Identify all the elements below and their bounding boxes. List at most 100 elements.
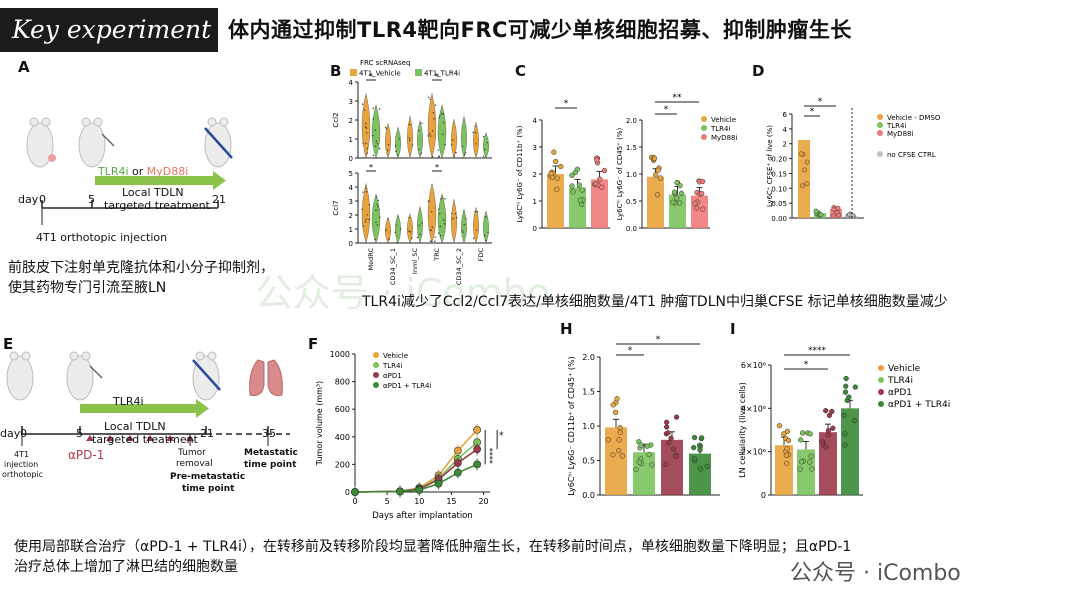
significance-label: * [369,163,373,172]
cell-dot [387,149,389,151]
series-point [434,479,443,488]
y-tick-label: 0 [349,240,353,248]
y-tick-label: 3 [349,98,353,106]
panel-e-tumor-2: removal [176,459,213,469]
cell-dot [362,225,365,227]
cell-dot [442,122,445,124]
data-point [843,383,849,389]
panel-h-chart: 0.0 0.5 1.0 1.5 2.0 Ly6Cʰⁱ Ly6G⁻ CD11b⁺ of CD… [567,335,720,500]
violin [361,183,371,244]
legend-label: Vehicle [711,116,736,124]
legend-label-vehicle: 4T1_Vehicle [359,70,401,78]
violin [395,213,401,244]
y-axis-label: Ly6C⁺ CFSE⁺ of live (%) [766,125,774,207]
legend-label: TLR4i [710,125,730,133]
data-point [671,189,678,195]
y-tick-label: 2.0 [582,353,595,362]
cell-dot [430,229,432,231]
data-point [636,459,642,465]
significance-label: * [628,346,633,356]
data-point [674,179,680,186]
cell-dot [440,198,442,200]
cell-dot [365,122,367,125]
legend-marker [373,372,379,378]
data-point [693,205,700,211]
significance-label: * [804,360,809,370]
data-point [826,412,833,419]
significance-label: * [435,163,439,172]
cell-dot [408,137,411,139]
violin [385,122,391,159]
bar [591,179,608,228]
syringe-icon [101,133,115,147]
data-point [836,212,842,218]
violin [473,121,479,159]
series-point [473,460,482,469]
cell-dot [483,234,486,237]
data-point [691,434,698,441]
bar [547,174,564,228]
violin [371,193,381,244]
data-point [612,409,619,416]
data-point [666,440,672,446]
treatment-arrow [80,404,196,413]
panel-e-day-label: day [0,427,21,440]
cell-dot [462,231,464,233]
cell-dot [372,134,374,137]
caption-bottom-2: 治疗总体上增加了淋巴结的细胞数量 [14,559,238,575]
y-tick-label: 0 [345,488,350,497]
y-tick-label: 3 [533,144,537,152]
cell-dot [421,222,423,224]
legend-marker [877,151,883,157]
bar [689,453,711,495]
cell-dot [431,130,434,132]
data-point [798,437,804,443]
y-tick-label: 4 [349,184,354,192]
bar [647,176,664,228]
cell-dot [434,240,436,243]
panel-a-day-21: 21 [212,193,226,206]
panel-e-day-0: 0 [20,427,27,440]
bar [633,452,655,495]
data-point [697,447,703,453]
violin [483,210,489,244]
panel-e-drug: TLR4i [113,395,144,408]
data-point [633,466,639,473]
panel-label-b: B [330,62,342,80]
data-point [808,453,814,459]
significance-label: * [656,335,661,345]
legend-marker [878,377,884,383]
cell-dot [443,219,445,221]
cell-dot [430,240,432,242]
cell-dot [463,153,466,156]
y-tick-label: 4 [349,79,354,87]
data-point [784,445,790,452]
panel-e-inj-3: orthotopic [2,470,44,479]
cell-dot [395,224,397,226]
y-tick-label: 1.0 [582,422,595,431]
cell-dot [416,236,419,239]
data-point [664,424,670,430]
cell-dot [487,231,489,234]
cell-dot [418,129,420,132]
cell-dot [451,212,453,215]
data-point [610,402,616,408]
y-tick-label: 0 [349,155,353,163]
cell-dot [475,143,477,145]
series-point [396,487,404,496]
data-point [558,163,564,170]
violin [451,199,457,244]
cell-dot [428,201,430,203]
cell-dot [464,151,467,154]
data-point [668,435,674,441]
cell-dot [372,107,375,109]
cell-dot [419,233,421,235]
violin [417,119,423,159]
treatment-arrow-head [213,171,226,190]
y-tick-label: 2 [783,141,787,149]
data-point [699,178,706,185]
cell-dot [376,224,378,226]
data-point [554,186,560,192]
cell-dot [444,143,446,146]
y-axis-label: Ly6Cʰⁱ Ly6G⁻ CD11b⁺ of CD45⁺ (%) [567,356,576,495]
